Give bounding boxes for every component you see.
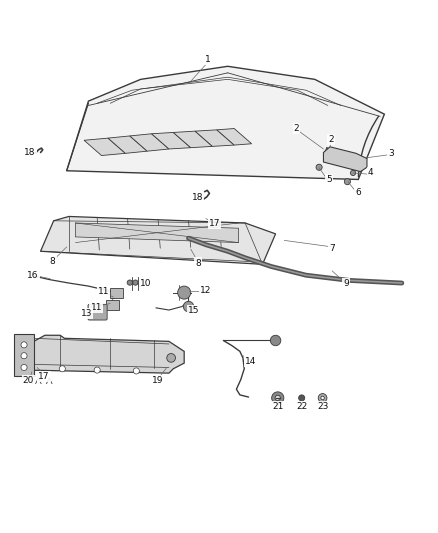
Circle shape [318, 393, 327, 402]
Circle shape [350, 171, 356, 175]
Text: 8: 8 [195, 259, 201, 268]
Text: 17: 17 [38, 372, 50, 381]
Text: 4: 4 [367, 168, 373, 177]
Polygon shape [323, 147, 367, 172]
Text: 18: 18 [191, 193, 203, 202]
Circle shape [184, 301, 194, 312]
Polygon shape [152, 133, 191, 149]
Circle shape [299, 395, 305, 401]
Text: 12: 12 [200, 286, 212, 295]
Text: 3: 3 [388, 149, 394, 158]
Text: 20: 20 [23, 376, 34, 385]
Text: 11: 11 [98, 287, 110, 296]
Text: 13: 13 [81, 309, 92, 318]
Text: 17: 17 [209, 220, 220, 228]
Circle shape [127, 280, 132, 285]
Circle shape [275, 395, 280, 400]
Circle shape [21, 342, 27, 348]
Text: 1: 1 [205, 55, 211, 64]
Circle shape [21, 365, 27, 370]
Polygon shape [130, 134, 169, 151]
Text: 15: 15 [188, 306, 199, 316]
Polygon shape [28, 335, 184, 373]
Text: 19: 19 [152, 376, 164, 385]
Text: 16: 16 [27, 271, 39, 280]
FancyBboxPatch shape [88, 304, 107, 320]
Text: 21: 21 [272, 402, 283, 411]
Circle shape [272, 392, 284, 404]
Polygon shape [173, 131, 212, 148]
Circle shape [321, 396, 324, 400]
Polygon shape [106, 300, 119, 310]
Polygon shape [14, 334, 34, 376]
Polygon shape [41, 216, 276, 264]
Text: 5: 5 [326, 175, 332, 184]
Text: 8: 8 [50, 257, 56, 266]
Circle shape [344, 179, 350, 184]
Polygon shape [108, 136, 147, 154]
Text: 14: 14 [245, 357, 256, 366]
Circle shape [133, 280, 138, 285]
Circle shape [270, 335, 281, 346]
Circle shape [59, 366, 65, 372]
Circle shape [21, 353, 27, 359]
Polygon shape [67, 66, 385, 180]
Text: 22: 22 [296, 402, 307, 411]
Circle shape [133, 368, 139, 374]
Text: 11: 11 [91, 303, 102, 312]
Polygon shape [217, 128, 252, 145]
Text: 2: 2 [328, 135, 334, 144]
Polygon shape [84, 138, 125, 156]
Text: 10: 10 [140, 279, 152, 287]
Circle shape [94, 367, 100, 373]
Polygon shape [75, 223, 239, 243]
Text: 2: 2 [293, 124, 299, 133]
Text: 6: 6 [355, 188, 361, 197]
Circle shape [316, 164, 322, 171]
Circle shape [167, 353, 176, 362]
Text: 9: 9 [343, 279, 349, 288]
Text: 7: 7 [329, 244, 335, 253]
Text: 23: 23 [317, 402, 328, 411]
Polygon shape [110, 288, 123, 298]
Circle shape [178, 286, 191, 299]
Polygon shape [195, 130, 234, 147]
Text: 18: 18 [24, 148, 35, 157]
